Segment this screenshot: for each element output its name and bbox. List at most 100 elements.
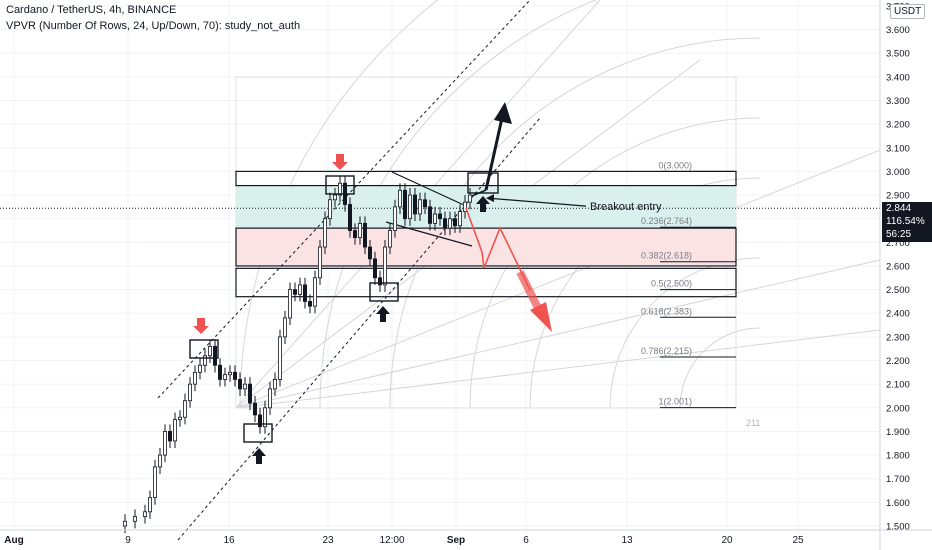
currency-badge[interactable]: USDT	[890, 4, 925, 19]
price-axis[interactable]: 1.500 1.600 1.700 1.800 1.900 2.000 2.100 2.200…	[880, 0, 910, 550]
candle	[378, 278, 381, 285]
y-tick-label: 1.600	[886, 498, 910, 509]
candle	[428, 207, 431, 224]
candle	[133, 517, 136, 522]
candle	[363, 223, 366, 247]
candle	[418, 200, 421, 214]
y-tick-label: 1.700	[886, 474, 910, 485]
x-tick-label: 20	[721, 535, 733, 546]
candle	[403, 190, 406, 218]
candle	[468, 195, 471, 202]
candle	[328, 200, 331, 219]
x-tick-label: Aug	[4, 535, 23, 546]
x-tick-label: 13	[621, 535, 633, 546]
candle	[223, 375, 226, 380]
x-tick-label: 25	[792, 535, 804, 546]
y-tick-label: 2.500	[886, 285, 910, 296]
y-tick-label: 1.900	[886, 427, 910, 438]
candle	[193, 372, 196, 384]
candle	[188, 384, 191, 401]
candle	[398, 190, 401, 207]
y-tick-label: 2.200	[886, 356, 910, 367]
chart-title: Cardano / TetherUS, 4h, BINANCE	[6, 4, 176, 16]
channel-lower	[178, 118, 540, 540]
candle	[238, 379, 241, 388]
candle	[438, 214, 441, 219]
candle	[283, 318, 286, 337]
candle	[278, 337, 281, 380]
y-tick-label: 3.300	[886, 96, 910, 107]
candle	[458, 212, 461, 226]
candle	[253, 403, 256, 415]
x-tick-label: Sep	[447, 535, 465, 546]
y-tick-label: 3.500	[886, 49, 910, 60]
y-tick-label: 1.800	[886, 451, 910, 462]
candle	[158, 455, 161, 467]
candle	[358, 223, 361, 237]
drawings: Breakout entry	[190, 102, 662, 464]
candle	[268, 389, 271, 408]
x-tick-label: 12:00	[379, 535, 404, 546]
candle	[228, 372, 231, 374]
candle	[288, 290, 291, 318]
candle	[373, 259, 376, 278]
y-tick-label: 3.400	[886, 72, 910, 83]
fib-arc	[680, 328, 760, 408]
y-tick-label: 2.400	[886, 309, 910, 320]
time-axis[interactable]: Aug 9 16 23 12:00 Sep 6 13 20 25	[0, 530, 932, 546]
candle	[148, 498, 151, 512]
candle	[203, 356, 206, 365]
candle	[243, 384, 246, 389]
fib-label: 0.236(2.764)	[641, 216, 692, 226]
candle	[413, 195, 416, 214]
bullish-projection-arrowhead	[494, 102, 512, 124]
candle	[153, 467, 156, 498]
candle	[308, 301, 311, 306]
x-tick-label: 16	[223, 535, 235, 546]
candle	[453, 219, 456, 226]
candle	[318, 247, 321, 278]
y-tick-label: 2.600	[886, 261, 910, 272]
candle	[348, 204, 351, 230]
y-tick-label: 3.200	[886, 120, 910, 131]
candle	[353, 231, 356, 238]
candle	[168, 431, 171, 440]
red-down-arrow	[193, 318, 209, 334]
candle	[258, 415, 261, 427]
candle	[388, 231, 391, 248]
y-tick-label: 2.100	[886, 380, 910, 391]
candle	[293, 290, 296, 295]
candle	[443, 219, 446, 228]
y-tick-label: 1.500	[886, 522, 910, 533]
candle	[423, 200, 426, 207]
candle	[143, 512, 146, 517]
candle	[298, 285, 301, 294]
x-tick-label: 23	[322, 535, 334, 546]
y-tick-label: 3.600	[886, 25, 910, 36]
last-price-label: 2.844	[882, 202, 932, 216]
candle	[333, 195, 336, 200]
breakout-entry-label: Breakout entry	[590, 201, 662, 213]
candle	[383, 247, 386, 285]
fib-label: 1(2.001)	[658, 397, 692, 407]
candle	[448, 219, 451, 228]
y-tick-label: 3.100	[886, 143, 910, 154]
candle	[338, 183, 341, 195]
candle	[408, 195, 411, 219]
black-up-arrow	[252, 448, 266, 464]
fib-label: 0(3.000)	[658, 160, 692, 170]
highlight-box	[370, 283, 398, 301]
candle	[218, 365, 221, 379]
y-tick-label: 2.000	[886, 403, 910, 414]
candle	[433, 214, 436, 223]
black-up-arrow	[376, 306, 390, 322]
candle	[208, 346, 211, 355]
candle	[313, 278, 316, 306]
y-tick-label: 2.900	[886, 191, 910, 202]
red-down-arrow	[332, 154, 348, 170]
y-tick-label: 2.300	[886, 332, 910, 343]
candle	[183, 401, 186, 418]
indicator-legend[interactable]: VPVR (Number Of Rows, 24, Up/Down, 70): …	[6, 20, 300, 32]
percent-change-label: 116.54%	[882, 215, 932, 229]
